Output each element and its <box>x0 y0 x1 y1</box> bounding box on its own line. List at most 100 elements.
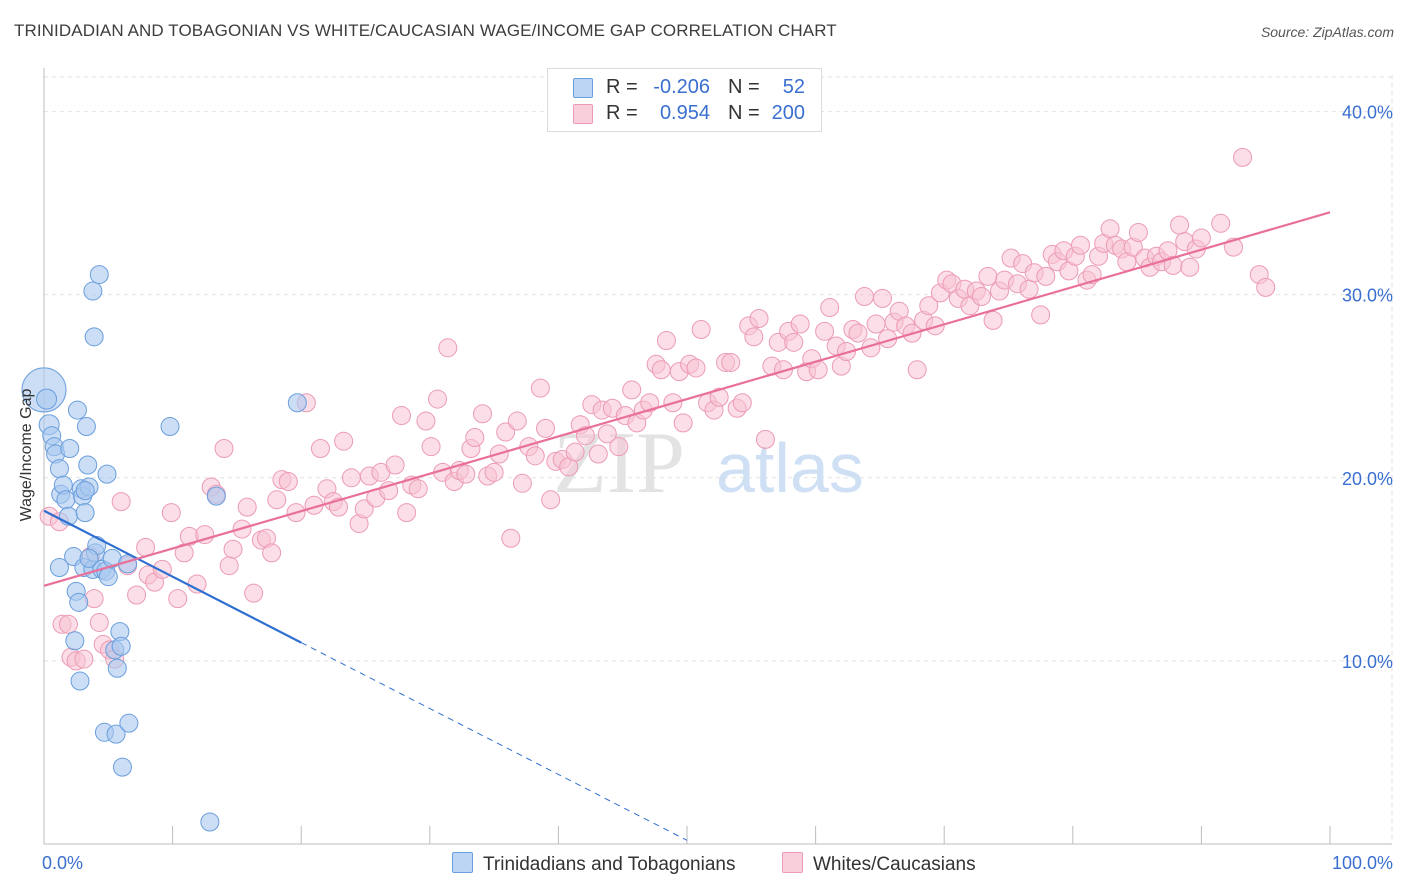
trinidadians-point <box>98 567 118 587</box>
bottom-legend-whites: Whites/Caucasians <box>782 852 976 876</box>
whites-point <box>223 539 243 559</box>
whites-point <box>408 479 428 499</box>
whites-point <box>971 287 991 307</box>
whites-point <box>341 468 361 488</box>
whites-point <box>438 338 458 358</box>
whites-point <box>74 649 94 669</box>
bottom-legend-swatch-blue <box>452 852 473 873</box>
whites-point <box>907 360 927 380</box>
whites-point <box>111 492 131 512</box>
trinidadians-point <box>70 671 90 691</box>
whites-point <box>784 332 804 352</box>
whites-point <box>267 490 287 510</box>
legend-n-value: 52 <box>782 76 805 98</box>
correlation-legend: R = -0.206 N = 52 R = 0.954 N = 200 <box>547 68 822 132</box>
whites-trend-line <box>43 211 1331 587</box>
y-axis-label: Wage/Income Gap <box>18 388 35 522</box>
whites-point <box>978 266 998 286</box>
trinidadians-point <box>97 464 117 484</box>
y-tick-label: 20.0% <box>1342 469 1393 489</box>
whites-point <box>1019 279 1039 299</box>
whites-point <box>732 393 752 413</box>
whites-point <box>536 418 556 438</box>
whites-point <box>161 503 181 523</box>
whites-point <box>1170 215 1190 235</box>
whites-point <box>214 439 234 459</box>
whites-point <box>866 314 886 334</box>
trinidadians-point <box>79 548 99 568</box>
whites-point <box>530 378 550 398</box>
whites-point <box>755 429 775 449</box>
whites-point <box>507 411 527 431</box>
legend-swatch-blue <box>573 78 593 98</box>
x-tick-label-max: 100.0% <box>1332 853 1393 873</box>
whites-point <box>588 444 608 464</box>
whites-point <box>640 393 660 413</box>
whites-point <box>721 352 741 372</box>
legend-n-label: N = <box>728 76 760 98</box>
trinidadians-trend-extension <box>300 642 688 841</box>
whites-point <box>84 589 104 609</box>
trinidadians-point <box>60 439 80 459</box>
whites-point <box>1256 277 1276 297</box>
trinidadians-point <box>76 417 96 437</box>
bottom-legend-swatch-pink <box>782 852 803 873</box>
whites-point <box>525 446 545 466</box>
trinidadians-point <box>49 558 69 578</box>
legend-row-trinidadians: R = -0.206 N = 52 <box>548 74 821 100</box>
trinidadians-point <box>65 631 85 651</box>
whites-point <box>919 296 939 316</box>
series-whites-points <box>39 147 1276 671</box>
legend-r-label: R = <box>606 76 638 98</box>
whites-point <box>925 316 945 336</box>
whites-point <box>465 428 485 448</box>
whites-point <box>58 614 78 634</box>
legend-n-label: N = <box>728 102 760 124</box>
whites-point <box>244 583 264 603</box>
tick-labels: 10.0% 20.0% 30.0% 40.0% 0.0% 100.0% <box>42 103 1393 873</box>
whites-point <box>848 323 868 343</box>
whites-point <box>983 310 1003 330</box>
bottom-legend-trinidadians: Trinidadians and Tobagonians <box>452 852 735 876</box>
bottom-legend-label: Whites/Caucasians <box>813 854 976 875</box>
trinidadians-point <box>83 281 103 301</box>
whites-point <box>1071 235 1091 255</box>
whites-point <box>673 413 693 433</box>
whites-point <box>1180 257 1200 277</box>
y-tick-label: 10.0% <box>1342 652 1393 672</box>
whites-point <box>790 314 810 334</box>
whites-point <box>496 422 516 442</box>
x-tick-label-min: 0.0% <box>42 853 83 873</box>
whites-point <box>820 298 840 318</box>
whites-point <box>237 497 257 517</box>
whites-point <box>385 455 405 475</box>
chart-title: TRINIDADIAN AND TOBAGONIAN VS WHITE/CAUC… <box>14 21 837 40</box>
whites-point <box>501 528 521 548</box>
whites-point <box>416 411 436 431</box>
trinidadians-point <box>106 724 126 744</box>
whites-point <box>512 473 532 493</box>
whites-point <box>656 330 676 350</box>
whites-point <box>622 380 642 400</box>
trinidadians-point <box>67 400 87 420</box>
whites-point <box>773 360 793 380</box>
bottom-legend-label: Trinidadians and Tobagonians <box>483 854 736 875</box>
whites-point <box>872 288 892 308</box>
whites-point <box>691 320 711 340</box>
y-tick-label: 30.0% <box>1342 286 1393 306</box>
whites-point <box>421 437 441 457</box>
whites-point <box>1128 222 1148 242</box>
axes <box>43 68 1392 845</box>
y-tick-label: 40.0% <box>1342 103 1393 123</box>
whites-point <box>278 471 298 491</box>
whites-point <box>473 404 493 424</box>
whites-point <box>428 389 448 409</box>
trinidadians-point <box>84 327 104 347</box>
trinidadians-point <box>200 812 220 832</box>
whites-point <box>1233 147 1253 167</box>
legend-n-value: 200 <box>771 102 805 124</box>
whites-point <box>334 431 354 451</box>
trinidadians-point <box>119 713 139 733</box>
whites-point <box>127 585 147 605</box>
